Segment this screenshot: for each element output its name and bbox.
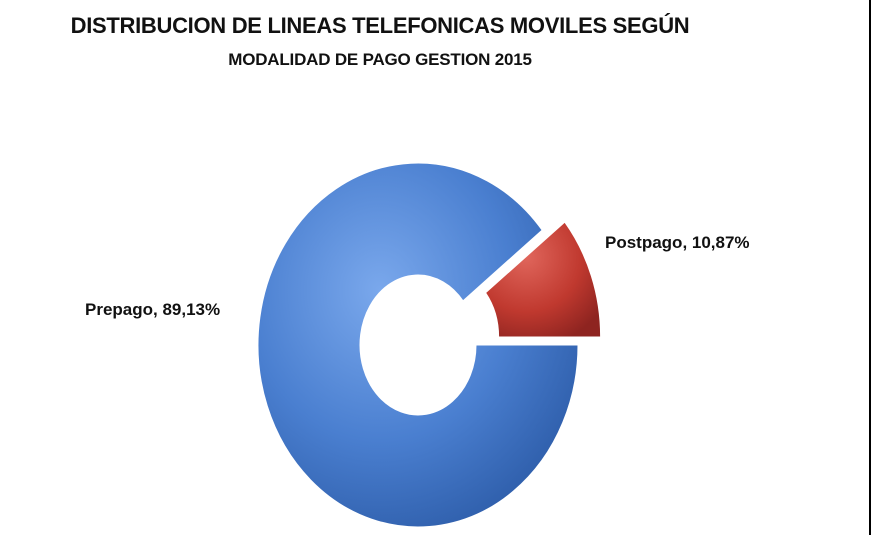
slice-prepago <box>257 162 579 528</box>
chart-subtitle: MODALIDAD DE PAGO GESTION 2015 <box>228 50 532 69</box>
slices-group <box>257 162 602 528</box>
labels-group: Prepago, 89,13% Postpago, 10,87% <box>85 233 750 319</box>
data-label-postpago: Postpago, 10,87% <box>605 233 750 252</box>
chart-title: DISTRIBUCION DE LINEAS TELEFONICAS MOVIL… <box>70 13 690 38</box>
right-border <box>869 0 871 535</box>
slice-postpago <box>484 221 602 338</box>
data-label-prepago: Prepago, 89,13% <box>85 300 220 319</box>
